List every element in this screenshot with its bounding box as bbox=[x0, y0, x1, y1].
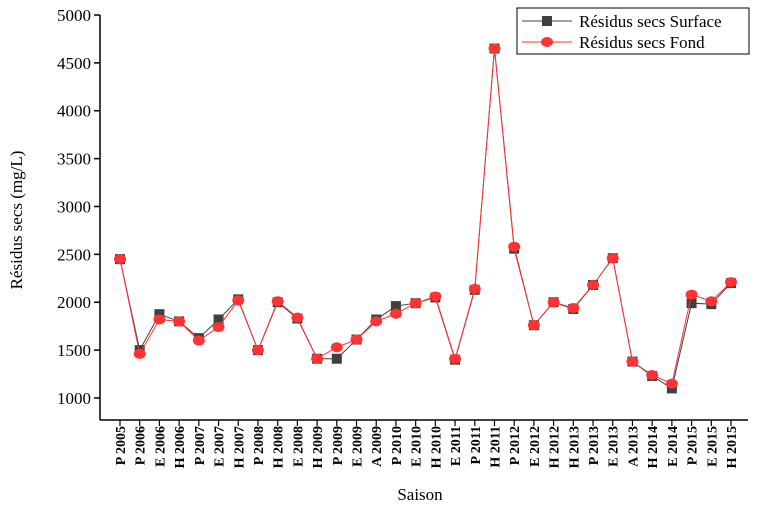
marker bbox=[133, 348, 146, 359]
marker bbox=[567, 302, 580, 313]
x-tick-label: H 2013 bbox=[567, 426, 582, 468]
x-tick-label: P 2013 bbox=[587, 426, 602, 465]
legend-label: Résidus secs Surface bbox=[579, 12, 722, 31]
y-tick-label: 4500 bbox=[57, 54, 91, 73]
x-tick-label: E 2010 bbox=[410, 426, 425, 467]
series-line bbox=[119, 48, 732, 390]
marker bbox=[527, 320, 540, 331]
marker bbox=[685, 289, 698, 300]
marker bbox=[409, 298, 422, 309]
marker bbox=[173, 316, 186, 327]
x-tick-label: H 2010 bbox=[429, 426, 444, 468]
marker bbox=[725, 277, 737, 288]
x-tick-label: E 2012 bbox=[528, 426, 543, 467]
x-tick-label: P 2007 bbox=[193, 426, 208, 465]
marker bbox=[468, 283, 481, 294]
legend-box bbox=[516, 7, 750, 55]
marker bbox=[686, 298, 697, 309]
legend-label: Résidus secs Fond bbox=[579, 33, 705, 52]
y-tick-label: 3000 bbox=[57, 197, 91, 216]
marker bbox=[192, 335, 205, 346]
marker bbox=[154, 309, 165, 320]
x-tick-label: E 2006 bbox=[153, 426, 168, 467]
marker bbox=[213, 314, 224, 325]
marker bbox=[665, 378, 678, 389]
x-axis-label: Saison bbox=[397, 485, 443, 504]
marker bbox=[587, 280, 600, 290]
x-tick-label: H 2006 bbox=[173, 426, 188, 468]
marker bbox=[114, 254, 126, 265]
x-tick-label: E 2011 bbox=[449, 426, 464, 466]
marker bbox=[212, 322, 225, 333]
marker bbox=[370, 316, 383, 327]
marker bbox=[271, 296, 284, 307]
marker bbox=[331, 353, 342, 364]
x-tick-label: H 2009 bbox=[311, 426, 326, 468]
y-tick-label: 3500 bbox=[57, 150, 91, 169]
marker bbox=[547, 297, 560, 308]
x-tick-label: E 2014 bbox=[666, 426, 681, 467]
x-tick-label: E 2008 bbox=[291, 426, 306, 467]
x-tick-label: H 2015 bbox=[725, 426, 740, 468]
y-tick-label: 1500 bbox=[57, 341, 91, 360]
series-line bbox=[119, 48, 732, 385]
marker bbox=[330, 342, 343, 353]
marker bbox=[606, 253, 619, 264]
marker bbox=[311, 353, 324, 364]
marker bbox=[429, 291, 442, 302]
x-tick-label: H 2011 bbox=[488, 426, 503, 468]
x-tick-label: E 2009 bbox=[351, 426, 366, 467]
x-tick-label: E 2013 bbox=[607, 426, 622, 467]
marker bbox=[153, 314, 166, 325]
marker bbox=[488, 43, 501, 54]
x-tick-label: P 2012 bbox=[508, 426, 523, 465]
x-tick-label: P 2006 bbox=[134, 426, 149, 465]
marker bbox=[626, 356, 639, 367]
marker bbox=[350, 334, 363, 345]
marker bbox=[251, 345, 264, 356]
y-axis-label: Résidus secs (mg/L) bbox=[7, 151, 26, 290]
y-tick-label: 5000 bbox=[57, 6, 91, 25]
marker bbox=[449, 353, 462, 364]
y-tick-label: 1000 bbox=[57, 389, 91, 408]
legend-marker bbox=[541, 37, 553, 47]
marker bbox=[646, 370, 659, 380]
x-tick-label: H 2012 bbox=[548, 426, 563, 468]
x-tick-label: H 2008 bbox=[272, 426, 287, 468]
x-tick-label: P 2011 bbox=[469, 426, 484, 465]
x-tick-label: H 2014 bbox=[646, 426, 661, 468]
marker bbox=[705, 296, 718, 307]
x-tick-label: E 2007 bbox=[213, 426, 228, 467]
x-tick-label: A 2009 bbox=[370, 426, 385, 467]
marker bbox=[390, 301, 401, 312]
x-tick-label: A 2013 bbox=[626, 426, 641, 467]
y-tick-label: 4000 bbox=[57, 102, 91, 121]
x-tick-label: P 2005 bbox=[114, 426, 129, 465]
x-tick-label: P 2009 bbox=[331, 426, 346, 465]
x-tick-label: E 2015 bbox=[705, 426, 720, 467]
x-tick-label: P 2008 bbox=[252, 426, 267, 465]
x-tick-label: P 2010 bbox=[390, 426, 405, 465]
marker bbox=[232, 295, 245, 306]
marker bbox=[291, 312, 304, 323]
y-tick-label: 2000 bbox=[57, 293, 91, 312]
x-tick-label: P 2015 bbox=[686, 426, 701, 465]
marker bbox=[508, 241, 521, 252]
x-tick-label: H 2007 bbox=[232, 426, 247, 468]
marker bbox=[389, 308, 402, 319]
legend-marker bbox=[542, 16, 552, 26]
y-tick-label: 2500 bbox=[57, 245, 91, 264]
